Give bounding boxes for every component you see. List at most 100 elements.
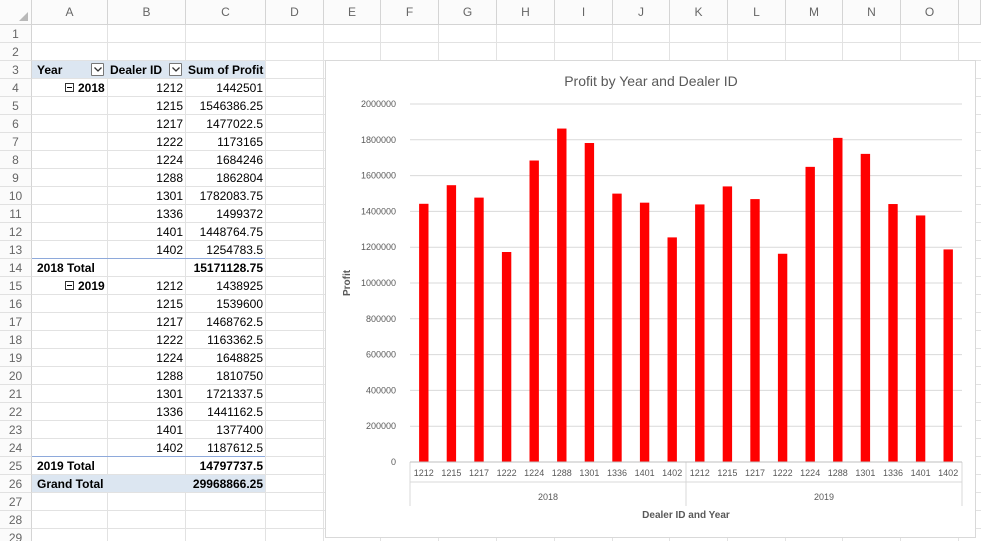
row-header-19[interactable]: 19: [0, 349, 32, 367]
pivot-dealer-cell[interactable]: 1402: [156, 441, 183, 455]
row-header-14[interactable]: 14: [0, 259, 32, 277]
column-header-f[interactable]: F: [381, 0, 439, 25]
pivot-profit-cell[interactable]: 1477022.5: [206, 117, 263, 131]
pivot-dealer-cell[interactable]: 1215: [156, 297, 183, 311]
row-header-2[interactable]: 2: [0, 43, 32, 61]
pivot-year-2018[interactable]: 2018: [78, 81, 105, 95]
column-header-e[interactable]: E: [324, 0, 381, 25]
column-header-b[interactable]: B: [108, 0, 186, 25]
pivot-dealer-cell[interactable]: 1217: [156, 117, 183, 131]
pivot-profit-cell[interactable]: 1173165: [217, 135, 263, 149]
row-header-28[interactable]: 28: [0, 511, 32, 529]
row-header-5[interactable]: 5: [0, 97, 32, 115]
pivot-dealer-cell[interactable]: 1224: [156, 153, 183, 167]
row-header-16[interactable]: 16: [0, 295, 32, 313]
row-header-24[interactable]: 24: [0, 439, 32, 457]
pivot-profit-cell[interactable]: 1862804: [216, 171, 263, 185]
row-header-10[interactable]: 10: [0, 187, 32, 205]
pivot-profit-cell[interactable]: 1163362.5: [207, 333, 263, 347]
pivot-profit-cell[interactable]: 1684246: [216, 153, 263, 167]
pivot-dealer-cell[interactable]: 1215: [156, 99, 183, 113]
row-header-9[interactable]: 9: [0, 169, 32, 187]
pivot-dealer-cell[interactable]: 1301: [156, 189, 183, 203]
pivot-header-dealer[interactable]: Dealer ID: [110, 63, 163, 77]
profit-chart[interactable]: Profit by Year and Dealer ID 0 200000 40000…: [325, 60, 976, 538]
column-header-g[interactable]: G: [439, 0, 497, 25]
grand-total-value[interactable]: 29968866.25: [192, 477, 263, 491]
pivot-dealer-cell[interactable]: 1222: [156, 333, 183, 347]
year-filter-dropdown[interactable]: [91, 63, 104, 76]
pivot-profit-cell[interactable]: 1441162.5: [207, 405, 263, 419]
collapse-toggle-icon[interactable]: [65, 281, 74, 290]
row-header-13[interactable]: 13: [0, 241, 32, 259]
pivot-dealer-cell[interactable]: 1336: [156, 207, 183, 221]
pivot-dealer-cell[interactable]: 1212: [156, 279, 183, 293]
pivot-dealer-cell[interactable]: 1212: [156, 81, 183, 95]
row-header-21[interactable]: 21: [0, 385, 32, 403]
pivot-dealer-cell[interactable]: 1224: [156, 351, 183, 365]
pivot-profit-cell[interactable]: 1810750: [216, 369, 263, 383]
pivot-subtotal-value[interactable]: 14797737.5: [199, 459, 263, 473]
pivot-subtotal-value[interactable]: 15171128.75: [193, 261, 263, 275]
pivot-year-2019[interactable]: 2019: [78, 279, 105, 293]
column-header-l[interactable]: L: [728, 0, 786, 25]
pivot-dealer-cell[interactable]: 1222: [156, 135, 183, 149]
row-header-25[interactable]: 25: [0, 457, 32, 475]
row-header-6[interactable]: 6: [0, 115, 32, 133]
row-header-15[interactable]: 15: [0, 277, 32, 295]
select-all-corner[interactable]: [0, 0, 32, 25]
pivot-profit-cell[interactable]: 1539600: [216, 297, 263, 311]
row-header-20[interactable]: 20: [0, 367, 32, 385]
pivot-dealer-cell[interactable]: 1401: [156, 225, 183, 239]
row-header-22[interactable]: 22: [0, 403, 32, 421]
column-header-h[interactable]: H: [497, 0, 555, 25]
pivot-dealer-cell[interactable]: 1217: [156, 315, 183, 329]
pivot-profit-cell[interactable]: 1254783.5: [206, 243, 263, 257]
column-header-m[interactable]: M: [786, 0, 843, 25]
pivot-header-profit[interactable]: Sum of Profit: [188, 63, 264, 77]
pivot-subtotal-label[interactable]: 2018 Total: [37, 261, 95, 275]
row-header-4[interactable]: 4: [0, 79, 32, 97]
grand-total-label[interactable]: Grand Total: [37, 477, 104, 491]
column-header-k[interactable]: K: [670, 0, 728, 25]
collapse-toggle-icon[interactable]: [65, 83, 74, 92]
column-header-c[interactable]: C: [186, 0, 266, 25]
column-header-j[interactable]: J: [613, 0, 670, 25]
pivot-dealer-cell[interactable]: 1402: [156, 243, 183, 257]
pivot-profit-cell[interactable]: 1448764.75: [199, 225, 263, 239]
row-header-17[interactable]: 17: [0, 313, 32, 331]
column-header-n[interactable]: N: [843, 0, 901, 25]
pivot-profit-cell[interactable]: 1499372: [216, 207, 263, 221]
pivot-header-year[interactable]: Year: [37, 63, 63, 77]
pivot-dealer-cell[interactable]: 1301: [156, 387, 183, 401]
column-header-o[interactable]: O: [901, 0, 959, 25]
pivot-profit-cell[interactable]: 1442501: [216, 81, 263, 95]
row-header-11[interactable]: 11: [0, 205, 32, 223]
row-header-8[interactable]: 8: [0, 151, 32, 169]
dealer-filter-dropdown[interactable]: [169, 63, 182, 76]
row-header-7[interactable]: 7: [0, 133, 32, 151]
row-header-27[interactable]: 27: [0, 493, 32, 511]
pivot-profit-cell[interactable]: 1438925: [216, 279, 263, 293]
column-header-a[interactable]: A: [32, 0, 108, 25]
pivot-profit-cell[interactable]: 1187612.5: [207, 441, 263, 455]
pivot-dealer-cell[interactable]: 1288: [156, 171, 183, 185]
row-header-12[interactable]: 12: [0, 223, 32, 241]
pivot-profit-cell[interactable]: 1782083.75: [199, 189, 263, 203]
pivot-subtotal-label[interactable]: 2019 Total: [37, 459, 95, 473]
pivot-profit-cell[interactable]: 1546386.25: [199, 99, 263, 113]
pivot-profit-cell[interactable]: 1468762.5: [206, 315, 263, 329]
pivot-dealer-cell[interactable]: 1401: [156, 423, 183, 437]
row-header-26[interactable]: 26: [0, 475, 32, 493]
row-header-23[interactable]: 23: [0, 421, 32, 439]
row-header-29[interactable]: 29: [0, 529, 32, 541]
pivot-profit-cell[interactable]: 1721337.5: [206, 387, 263, 401]
row-header-1[interactable]: 1: [0, 25, 32, 43]
column-header-d[interactable]: D: [266, 0, 324, 25]
pivot-dealer-cell[interactable]: 1336: [156, 405, 183, 419]
row-header-18[interactable]: 18: [0, 331, 32, 349]
row-header-3[interactable]: 3: [0, 61, 32, 79]
pivot-profit-cell[interactable]: 1648825: [216, 351, 263, 365]
pivot-profit-cell[interactable]: 1377400: [216, 423, 263, 437]
